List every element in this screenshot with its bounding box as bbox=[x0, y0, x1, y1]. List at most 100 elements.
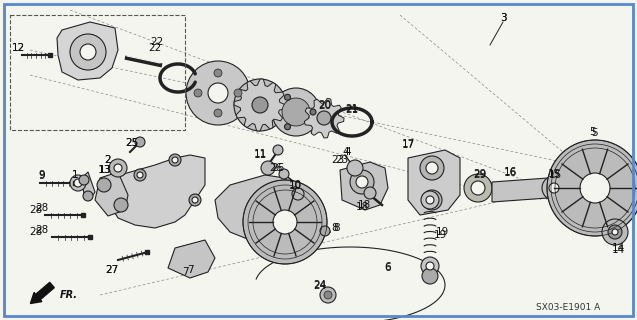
Text: 16: 16 bbox=[503, 167, 517, 177]
Text: 24: 24 bbox=[313, 281, 327, 291]
Circle shape bbox=[79, 175, 89, 185]
Polygon shape bbox=[57, 22, 118, 80]
Text: 5: 5 bbox=[589, 127, 596, 137]
Circle shape bbox=[214, 69, 222, 77]
Text: 14: 14 bbox=[612, 243, 625, 253]
Text: 8: 8 bbox=[332, 223, 338, 233]
Circle shape bbox=[172, 157, 178, 163]
Polygon shape bbox=[215, 175, 295, 240]
Circle shape bbox=[285, 124, 290, 130]
Circle shape bbox=[542, 176, 566, 200]
Circle shape bbox=[70, 175, 86, 191]
Text: 17: 17 bbox=[401, 139, 415, 149]
Text: 4: 4 bbox=[343, 147, 349, 157]
Text: 9: 9 bbox=[39, 171, 45, 181]
Circle shape bbox=[273, 210, 297, 234]
Text: 26: 26 bbox=[271, 163, 285, 173]
Circle shape bbox=[421, 257, 439, 275]
Text: 22: 22 bbox=[148, 43, 162, 53]
Text: 9: 9 bbox=[39, 170, 45, 180]
Polygon shape bbox=[492, 178, 548, 202]
Text: 10: 10 bbox=[289, 181, 301, 191]
Text: 1: 1 bbox=[72, 170, 78, 180]
Polygon shape bbox=[234, 79, 286, 131]
Circle shape bbox=[310, 109, 316, 115]
Text: 8: 8 bbox=[334, 223, 340, 233]
Circle shape bbox=[426, 162, 438, 174]
Text: SX03-E1901 A: SX03-E1901 A bbox=[536, 303, 600, 313]
Circle shape bbox=[549, 183, 559, 193]
Polygon shape bbox=[108, 155, 205, 228]
Circle shape bbox=[464, 174, 492, 202]
Text: 27: 27 bbox=[105, 265, 118, 275]
FancyArrow shape bbox=[31, 282, 54, 303]
Text: 24: 24 bbox=[313, 280, 327, 290]
Text: 11: 11 bbox=[254, 150, 267, 160]
Circle shape bbox=[135, 137, 145, 147]
Circle shape bbox=[420, 156, 444, 180]
Circle shape bbox=[422, 268, 438, 284]
Text: 26: 26 bbox=[269, 163, 283, 173]
Circle shape bbox=[214, 109, 222, 117]
Circle shape bbox=[580, 173, 610, 203]
Circle shape bbox=[261, 161, 275, 175]
Text: 13: 13 bbox=[97, 165, 111, 175]
Text: 2: 2 bbox=[104, 155, 111, 165]
Circle shape bbox=[320, 226, 330, 236]
Circle shape bbox=[421, 191, 439, 209]
Circle shape bbox=[114, 164, 122, 172]
Circle shape bbox=[279, 169, 289, 179]
Circle shape bbox=[426, 262, 434, 270]
Circle shape bbox=[356, 176, 368, 188]
Circle shape bbox=[422, 190, 442, 210]
Text: 28: 28 bbox=[36, 225, 48, 235]
Text: 10: 10 bbox=[289, 180, 301, 190]
Circle shape bbox=[83, 191, 93, 201]
Circle shape bbox=[317, 111, 331, 125]
Text: 28: 28 bbox=[29, 227, 43, 237]
Circle shape bbox=[137, 172, 143, 178]
Text: 14: 14 bbox=[612, 245, 625, 255]
Circle shape bbox=[602, 219, 628, 245]
Text: 27: 27 bbox=[105, 265, 118, 275]
Circle shape bbox=[114, 198, 128, 212]
Circle shape bbox=[272, 88, 320, 136]
Circle shape bbox=[287, 103, 305, 121]
Text: 2: 2 bbox=[104, 155, 111, 165]
Text: 28: 28 bbox=[36, 203, 48, 213]
Polygon shape bbox=[168, 240, 215, 278]
Text: 12: 12 bbox=[11, 43, 25, 53]
Text: 18: 18 bbox=[355, 202, 369, 212]
Text: 7: 7 bbox=[182, 267, 189, 277]
Text: 16: 16 bbox=[503, 168, 517, 178]
Circle shape bbox=[189, 194, 201, 206]
Text: 20: 20 bbox=[318, 100, 332, 110]
Polygon shape bbox=[408, 150, 460, 215]
Text: 29: 29 bbox=[473, 170, 487, 180]
Circle shape bbox=[324, 291, 332, 299]
Circle shape bbox=[252, 97, 268, 113]
Circle shape bbox=[547, 140, 637, 236]
Circle shape bbox=[70, 34, 106, 70]
Text: 5: 5 bbox=[590, 128, 598, 138]
Text: 25: 25 bbox=[125, 138, 139, 148]
Text: 13: 13 bbox=[98, 165, 111, 175]
Circle shape bbox=[612, 229, 618, 235]
Text: 11: 11 bbox=[254, 149, 267, 159]
Text: 29: 29 bbox=[473, 169, 487, 179]
Text: 3: 3 bbox=[499, 13, 506, 23]
Circle shape bbox=[80, 44, 96, 60]
Text: 15: 15 bbox=[547, 169, 561, 179]
Text: 21: 21 bbox=[345, 105, 359, 115]
Text: 23: 23 bbox=[331, 155, 345, 165]
Circle shape bbox=[471, 181, 485, 195]
Text: 21: 21 bbox=[345, 104, 359, 114]
Circle shape bbox=[292, 188, 304, 200]
Text: 25: 25 bbox=[125, 138, 139, 148]
Text: 3: 3 bbox=[499, 13, 506, 23]
Text: 28: 28 bbox=[29, 205, 43, 215]
Polygon shape bbox=[95, 172, 128, 216]
Circle shape bbox=[169, 154, 181, 166]
Text: FR.: FR. bbox=[60, 290, 78, 300]
Circle shape bbox=[426, 196, 434, 204]
